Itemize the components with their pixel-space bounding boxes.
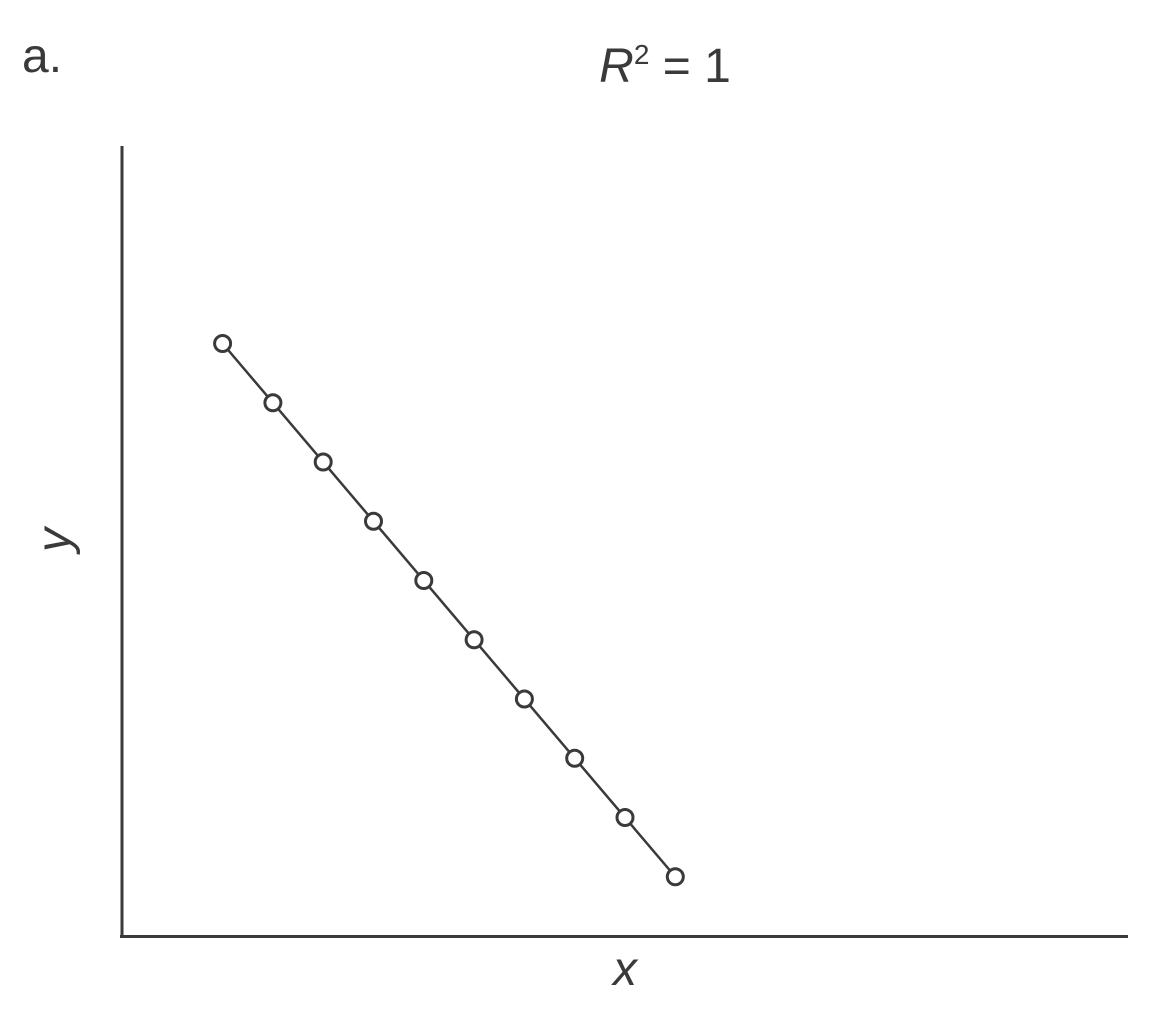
data-point [364,511,383,531]
data-point [313,452,333,472]
data-point [414,571,434,590]
title-value: = 1 [649,40,730,93]
plot-area [120,146,1128,938]
data-point [263,393,283,413]
panel-label: a. [22,30,62,83]
data-point [213,334,233,353]
chart-title: R2 = 1 [599,39,731,93]
data-point [464,630,484,650]
regression-line [221,342,677,878]
title-superscript: 2 [634,39,650,70]
data-marks [213,334,685,887]
x-axis-label: x [611,943,639,996]
y-axis-label: y [28,525,81,555]
data-point [565,748,585,768]
title-variable: R [599,40,634,93]
data-point [615,808,635,827]
data-point [514,689,534,709]
data-point [665,867,685,887]
